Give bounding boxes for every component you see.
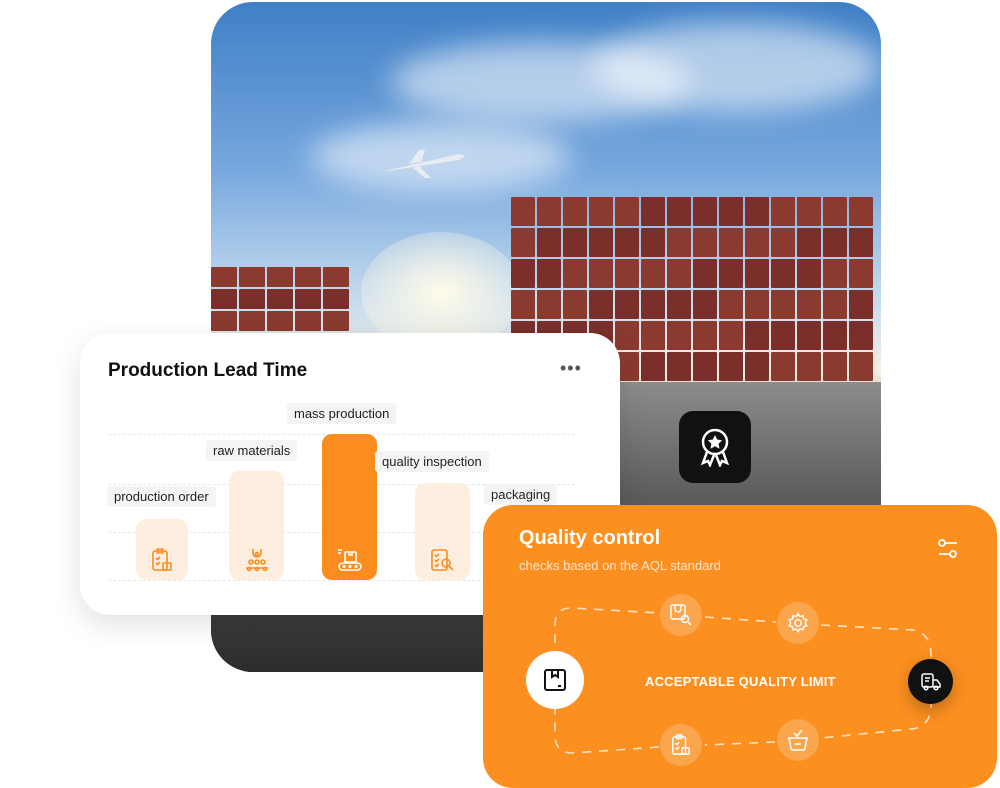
- clipboard-box-icon: [152, 548, 172, 571]
- conveyor-box-icon: [337, 549, 362, 571]
- basket-check-icon: [788, 729, 808, 751]
- more-horizontal-icon[interactable]: •••: [560, 358, 582, 378]
- gear-icon: [788, 612, 808, 634]
- gridline: [108, 580, 575, 581]
- node-basket-check[interactable]: [777, 719, 819, 761]
- delivery-truck-icon: [920, 672, 941, 691]
- stage-bar-quality-inspection[interactable]: [415, 483, 470, 580]
- aql-label: ACCEPTABLE QUALITY LIMIT: [645, 674, 836, 689]
- stage-bar-production-order[interactable]: [136, 519, 188, 580]
- card-title: Production Lead Time: [108, 360, 308, 381]
- stage-label: quality inspection: [375, 451, 489, 472]
- stage-label: mass production: [287, 403, 397, 424]
- node-delivery[interactable]: [908, 659, 953, 704]
- airplane-icon: [381, 150, 465, 178]
- card-title: Quality control: [519, 527, 661, 549]
- stage-label: production order: [107, 486, 216, 507]
- stage-label: packaging: [484, 484, 558, 505]
- box-search-icon: [670, 604, 692, 626]
- stage-bar-mass-production[interactable]: [322, 434, 377, 580]
- sliders-icon[interactable]: [937, 538, 959, 560]
- checklist-search-icon: [430, 549, 454, 571]
- card-subtitle: checks based on the AQL standard: [519, 558, 721, 573]
- clipboard-box-icon: [672, 734, 690, 755]
- node-gear[interactable]: [777, 602, 819, 644]
- award-ribbon-icon: [700, 428, 730, 467]
- award-badge: [679, 411, 751, 483]
- process-loop-path: [554, 607, 932, 754]
- quality-control-card: Quality control checks based on the AQL …: [483, 505, 997, 788]
- stage-bar-raw-materials[interactable]: [229, 471, 284, 580]
- stage-label: raw materials: [206, 440, 298, 461]
- robot-arm-conveyor-icon: [245, 549, 268, 572]
- node-clipboard-box[interactable]: [660, 724, 702, 766]
- node-box-search[interactable]: [660, 594, 702, 636]
- node-package[interactable]: [526, 651, 584, 709]
- package-icon: [544, 669, 566, 691]
